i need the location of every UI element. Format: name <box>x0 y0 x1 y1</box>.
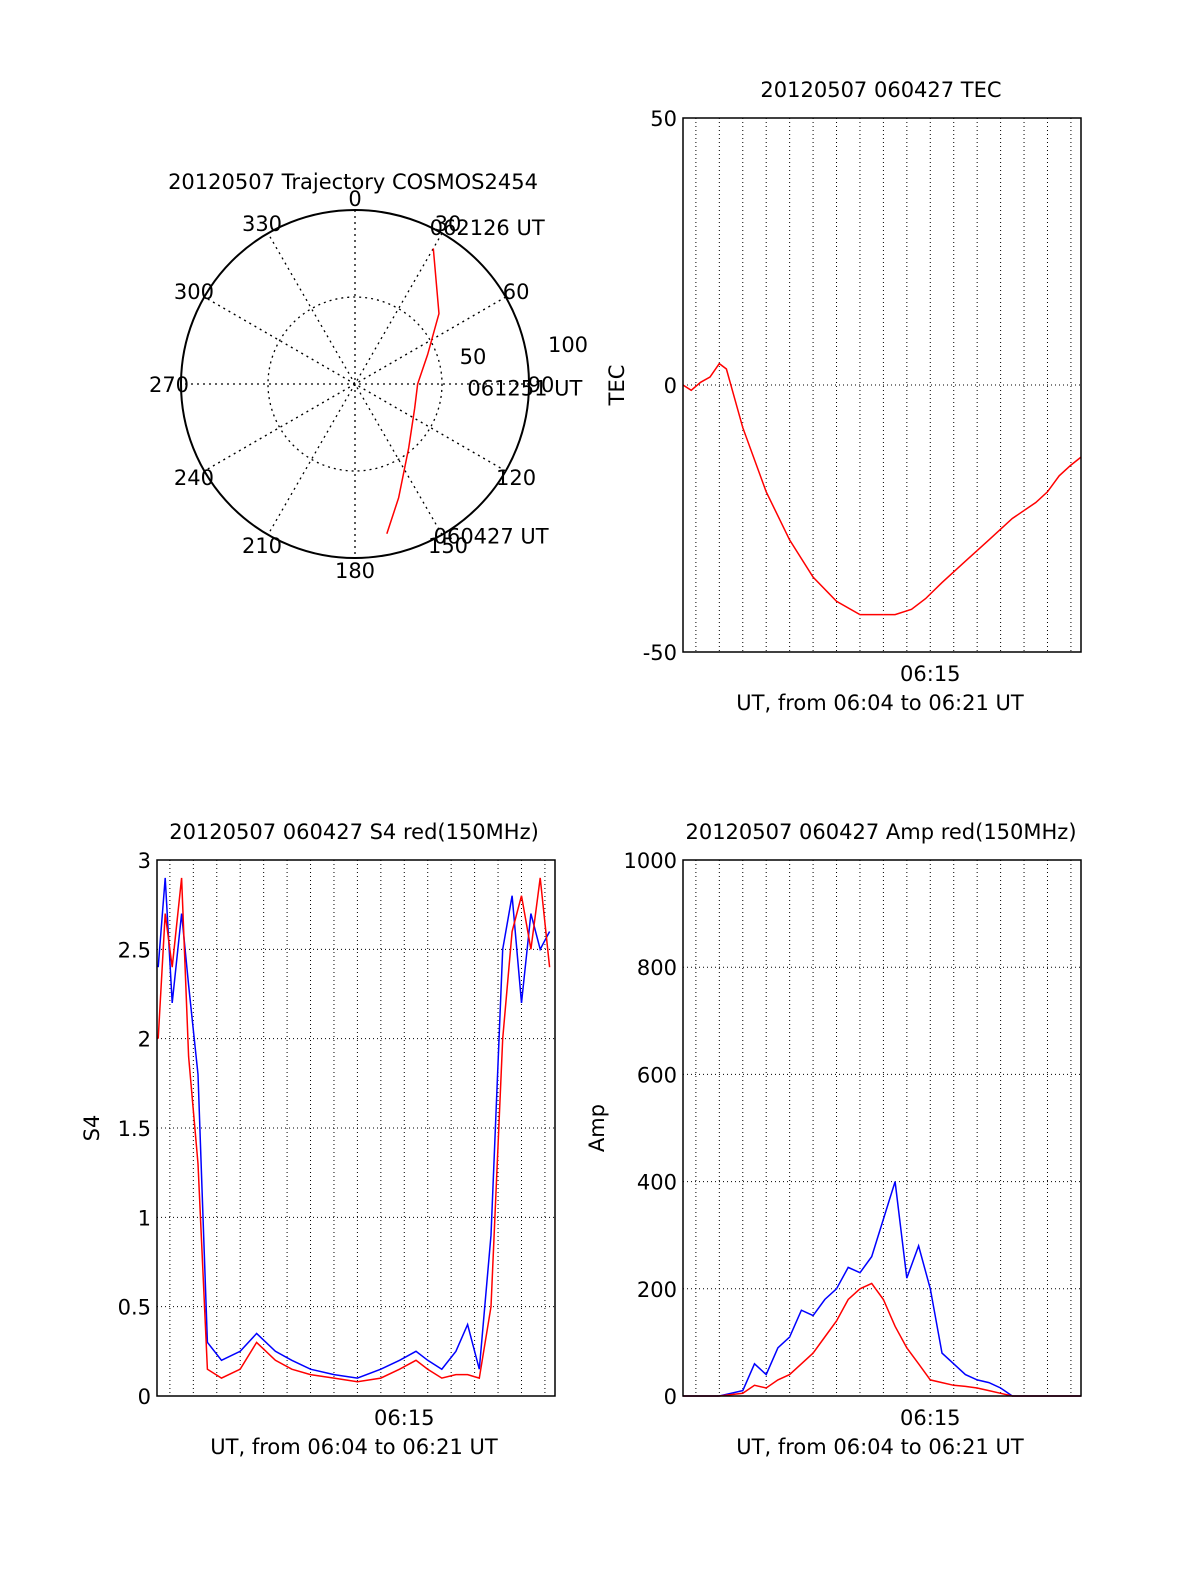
s4-xlabel: UT, from 06:04 to 06:21 UT <box>210 1435 498 1459</box>
polar-spoke <box>267 232 443 536</box>
polar-azimuth-label: 90 <box>528 373 555 397</box>
polar-azimuth-label: 300 <box>174 280 214 304</box>
s4-title: 20120507 060427 S4 red(150MHz) <box>169 820 539 844</box>
polar-azimuth-label: 150 <box>428 534 468 558</box>
polar-trajectory <box>386 248 440 535</box>
polar-azimuth-label: 270 <box>149 373 189 397</box>
polar-azimuth-label: 180 <box>335 559 375 583</box>
polar-title: 20120507 Trajectory COSMOS2454 <box>168 170 538 194</box>
polar-azimuth-label: 0 <box>348 187 361 211</box>
s4-plot-area: 3 2.5 2 1.5 1 0.5 0 06:15 <box>118 849 556 1430</box>
amp-plot-area: 1000 800 600 400 200 0 06:15 <box>624 849 1082 1430</box>
s4-ylabel: S4 <box>80 1115 104 1142</box>
polar-azimuth-labels: 0 30 60 90 120 150 180 210 240 270 300 330 <box>149 187 554 583</box>
s4-ytick-label: 0 <box>138 1385 151 1409</box>
s4-ytick-label: 1.5 <box>118 1117 151 1141</box>
s4-xtick-label: 06:15 <box>374 1406 435 1430</box>
s4-ytick-label: 0.5 <box>118 1296 151 1320</box>
s4-series-line <box>157 877 551 1379</box>
amp-ytick-label: 200 <box>637 1278 677 1302</box>
polar-grid <box>180 209 530 559</box>
s4-panel: 20120507 060427 S4 red(150MHz) S4 UT, fr… <box>80 820 556 1459</box>
tec-ytick-label: -50 <box>643 641 677 665</box>
amp-xtick-label: 06:15 <box>900 1406 961 1430</box>
polar-time-annotation: 060427 UT <box>434 524 549 548</box>
amp-ytick-label: 1000 <box>624 849 677 873</box>
polar-time-annotations: 062126 UT 061251 UT 060427 UT <box>430 216 583 548</box>
amp-series-line <box>683 1181 1081 1397</box>
amp-ylabel: Amp <box>585 1104 609 1152</box>
tec-plot-area: 50 0 -50 06:15 <box>643 107 1082 686</box>
tec-axes-frame <box>682 117 1082 653</box>
amp-panel: 20120507 060427 Amp red(150MHz) Amp UT, … <box>585 820 1082 1459</box>
amp-series-line <box>683 1282 1081 1397</box>
s4-ytick-label: 2 <box>138 1028 151 1052</box>
tec-series-line <box>682 362 1082 616</box>
polar-azimuth-label: 60 <box>503 280 530 304</box>
polar-inner-circle <box>267 296 443 472</box>
tec-xtick-label: 06:15 <box>900 662 961 686</box>
polar-trajectory-line <box>386 248 440 535</box>
s4-ytick-label: 1 <box>138 1206 151 1230</box>
s4-axes-frame <box>156 859 556 1397</box>
polar-trajectory-panel: 20120507 Trajectory COSMOS2454 0 30 60 90 12… <box>149 170 588 583</box>
amp-xlabel: UT, from 06:04 to 06:21 UT <box>736 1435 1024 1459</box>
tec-ytick-label: 0 <box>664 374 677 398</box>
amp-ytick-label: 400 <box>637 1171 677 1195</box>
amp-ytick-label: 800 <box>637 956 677 980</box>
polar-time-annotation: 061251 UT <box>467 377 582 401</box>
tec-ytick-label: 50 <box>650 107 677 131</box>
polar-ring-label: 100 <box>548 333 588 357</box>
amp-title: 20120507 060427 Amp red(150MHz) <box>685 820 1076 844</box>
polar-ring-labels: 50 100 <box>460 333 588 369</box>
amp-ytick-label: 600 <box>637 1063 677 1087</box>
s4-ytick-label: 2.5 <box>118 938 151 962</box>
s4-series-line <box>157 877 551 1383</box>
amp-axes-frame <box>682 859 1082 1397</box>
polar-ring-label: 50 <box>460 345 487 369</box>
tec-title: 20120507 060427 TEC <box>760 78 1001 102</box>
polar-time-annotation: 062126 UT <box>430 216 545 240</box>
polar-azimuth-label: 210 <box>242 534 282 558</box>
s4-ytick-label: 3 <box>138 849 151 873</box>
tec-panel: 20120507 060427 TEC TEC UT, from 06:04 t… <box>605 78 1082 715</box>
amp-ytick-label: 0 <box>664 1385 677 1409</box>
polar-azimuth-label: 330 <box>242 212 282 236</box>
polar-azimuth-label: 240 <box>174 466 214 490</box>
polar-azimuth-label: 120 <box>496 466 536 490</box>
tec-xlabel: UT, from 06:04 to 06:21 UT <box>736 691 1024 715</box>
tec-ylabel: TEC <box>605 365 629 407</box>
polar-azimuth-label: 30 <box>435 212 462 236</box>
